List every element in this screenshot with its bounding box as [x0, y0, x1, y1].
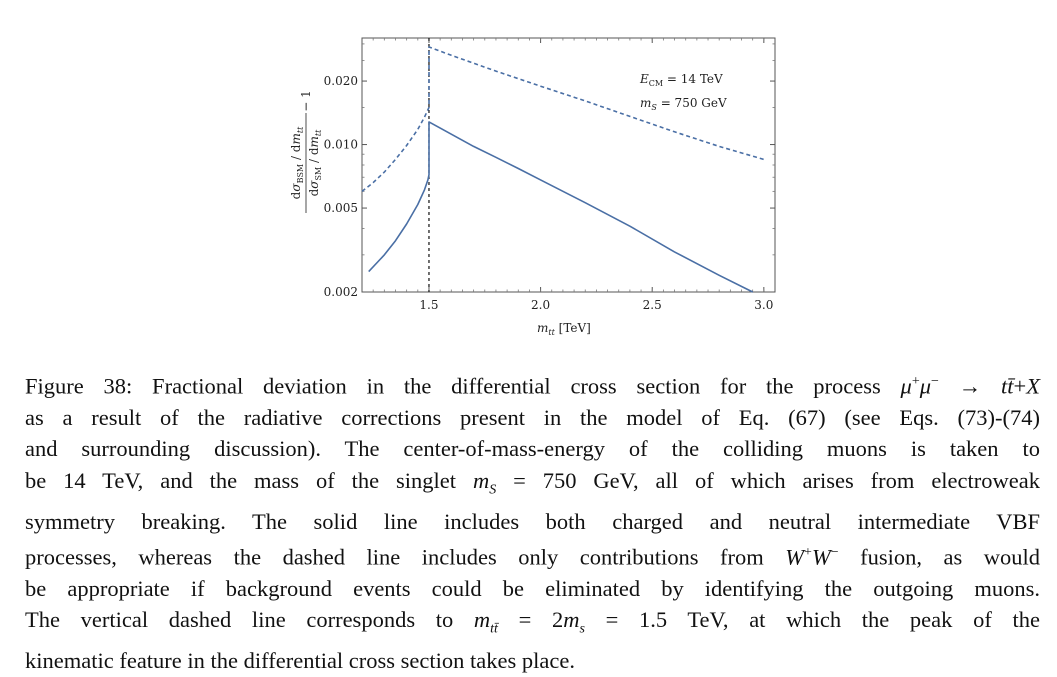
y-axis-label: dσBSM / dmtt dσSM / dmtt − 1 [289, 90, 323, 213]
series-group [361, 46, 765, 293]
figure-38: 1.5 2.0 2.5 3.0 0.002 0.005 0.010 0.020 ECM = 1… [289, 37, 776, 337]
x-tick-label-2: 2.5 [643, 298, 662, 312]
x-tick-label-0: 1.5 [419, 298, 438, 312]
svg-text:dσSM / dmtt: dσSM / dmtt [307, 129, 323, 197]
svg-text:dσBSM / dmtt: dσBSM / dmtt [289, 126, 305, 199]
annotation-ms: mS = 750 GeV [640, 96, 727, 112]
caption-line-8: The vertical dashed line corresponds to … [25, 607, 1040, 637]
y-tick-label-1: 0.005 [324, 201, 358, 215]
svg-text:− 1: − 1 [299, 90, 313, 112]
caption-line-4: be 14 TeV, and the mass of the singlet m… [25, 467, 1040, 498]
x-axis-label: mtt [TeV] [537, 321, 591, 337]
ticks-group: 1.5 2.0 2.5 3.0 0.002 0.005 0.010 0.020 [324, 38, 775, 312]
caption-line-6: processes, whereas the dashed line inclu… [25, 544, 1041, 570]
caption-line-5: symmetry breaking. The solid line includ… [25, 508, 1040, 534]
y-tick-label-0: 0.002 [324, 285, 358, 299]
series-solid-line [368, 121, 754, 293]
y-tick-label-2: 0.010 [324, 138, 358, 152]
caption-line-7: be appropriate if background events coul… [25, 575, 1040, 601]
x-tick-label-3: 3.0 [754, 298, 773, 312]
series-dashed-line [361, 46, 765, 193]
caption-line-9: kinematic feature in the differential cr… [25, 648, 575, 674]
chart-svg: 1.5 2.0 2.5 3.0 0.002 0.005 0.010 0.020 ECM = 1… [289, 37, 776, 337]
x-tick-label-1: 2.0 [531, 298, 550, 312]
figure-caption: Figure 38: Fractional deviation in the d… [25, 366, 1040, 677]
caption-line-1: Figure 38: Fractional deviation in the d… [25, 373, 1040, 399]
caption-line-3: and surrounding discussion). The center-… [25, 436, 1040, 462]
y-tick-label-3: 0.020 [324, 74, 358, 88]
annotation-ecm: ECM = 14 TeV [639, 72, 723, 88]
caption-line-2: as a result of the radiative corrections… [25, 404, 1040, 430]
